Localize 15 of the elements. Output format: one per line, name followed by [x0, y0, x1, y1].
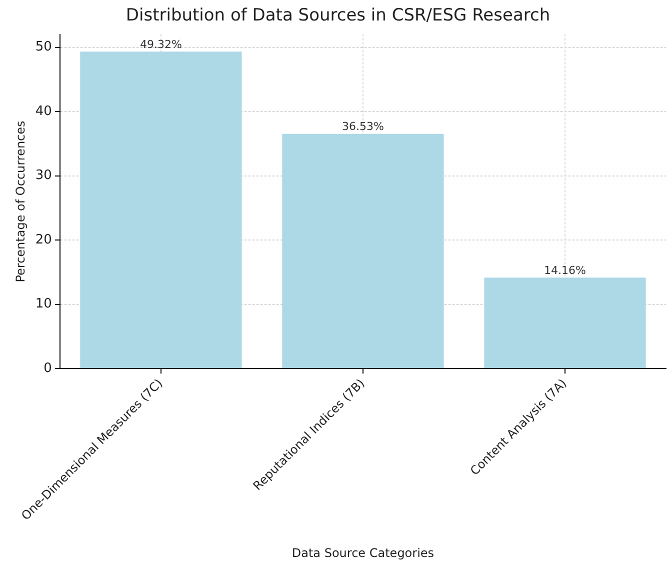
y-tick-label: 0: [44, 360, 52, 376]
y-tick-label: 30: [35, 168, 52, 184]
y-axis-title: Percentage of Occurrences: [13, 120, 28, 282]
y-tick-label: 10: [35, 296, 52, 312]
y-tick-label: 20: [35, 232, 52, 248]
y-tick-label: 50: [35, 40, 52, 55]
bar: [484, 278, 646, 368]
bar: [282, 134, 444, 368]
x-axis-title: Data Source Categories: [292, 546, 434, 560]
data-label: 36.53%: [342, 120, 384, 134]
data-label: 49.32%: [140, 38, 182, 51]
chart-title: Distribution of Data Sources in CSR/ESG Research: [126, 6, 550, 26]
y-tick-label: 40: [35, 104, 52, 119]
bar: [80, 52, 242, 368]
data-label: 14.16%: [544, 264, 586, 277]
